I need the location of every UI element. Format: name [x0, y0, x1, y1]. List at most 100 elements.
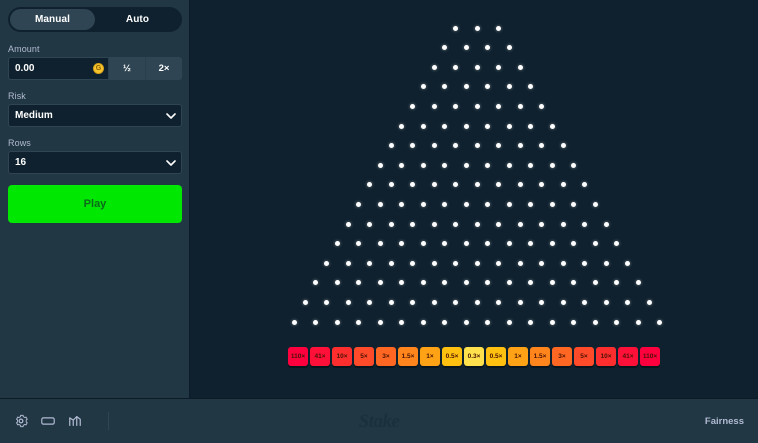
multiplier-bucket[interactable]: 1.5×: [398, 347, 418, 366]
peg: [539, 143, 544, 149]
peg: [410, 143, 415, 149]
peg: [592, 319, 598, 325]
multiplier-bucket[interactable]: 5×: [354, 347, 374, 366]
peg: [603, 299, 609, 305]
multiplier-bucket[interactable]: 110×: [288, 347, 308, 366]
multiplier-bucket[interactable]: 110×: [640, 347, 660, 366]
peg: [506, 201, 512, 207]
peg: [539, 221, 544, 227]
peg: [377, 280, 383, 286]
peg: [571, 319, 577, 325]
peg: [539, 299, 544, 305]
peg: [367, 260, 372, 266]
chevron-down-icon: [166, 159, 176, 166]
main-body: Manual Auto Amount 0.00 G ½ 2× Risk Medi…: [0, 0, 663, 398]
multiplier-bucket[interactable]: 0.5×: [486, 347, 506, 366]
peg: [485, 123, 491, 129]
peg: [442, 241, 448, 247]
amount-input[interactable]: 0.00: [15, 63, 35, 74]
peg: [496, 221, 501, 227]
peg: [517, 260, 523, 266]
display-icon[interactable]: [41, 414, 55, 428]
rows-label: Rows: [8, 138, 31, 148]
gear-icon[interactable]: [14, 414, 28, 428]
peg: [420, 162, 426, 168]
peg: [571, 162, 577, 168]
stats-icon[interactable]: [68, 414, 82, 428]
multiplier-bucket[interactable]: 41×: [310, 347, 330, 366]
multiplier-bucket[interactable]: 1×: [508, 347, 528, 366]
peg: [356, 201, 362, 207]
multiplier-bucket[interactable]: 3×: [552, 347, 572, 366]
brand-logo: Stake: [358, 411, 400, 432]
peg: [560, 182, 566, 188]
peg: [517, 143, 523, 149]
peg: [453, 64, 458, 70]
multiplier-bucket[interactable]: 10×: [596, 347, 616, 366]
multiplier-bucket[interactable]: 0.5×: [442, 347, 462, 366]
risk-select[interactable]: Medium: [8, 104, 182, 127]
peg: [431, 260, 437, 266]
peg: [377, 162, 383, 168]
peg: [614, 319, 620, 325]
peg: [485, 241, 491, 247]
peg: [453, 182, 458, 188]
peg: [560, 143, 566, 149]
peg: [399, 162, 405, 168]
rows-select[interactable]: 16: [8, 151, 182, 174]
peg: [485, 201, 491, 207]
peg: [334, 319, 340, 325]
peg: [582, 260, 587, 266]
peg: [291, 319, 297, 325]
peg: [625, 299, 630, 305]
peg: [528, 280, 534, 286]
peg: [431, 64, 437, 70]
peg: [367, 299, 372, 305]
peg: [410, 221, 415, 227]
peg: [356, 241, 362, 247]
multiplier-bucket[interactable]: 41×: [618, 347, 638, 366]
peg: [614, 280, 620, 286]
peg: [474, 221, 480, 227]
amount-double-button[interactable]: 2×: [145, 57, 182, 80]
amount-half-button[interactable]: ½: [108, 57, 145, 80]
multiplier-bucket[interactable]: 0.3×: [464, 347, 484, 366]
peg: [603, 221, 609, 227]
multiplier-bucket[interactable]: 1.5×: [530, 347, 550, 366]
peg: [528, 319, 534, 325]
peg: [463, 162, 469, 168]
peg: [442, 84, 448, 90]
peg: [345, 221, 351, 227]
peg: [474, 299, 480, 305]
peg: [474, 260, 480, 266]
peg: [377, 201, 383, 207]
peg: [367, 221, 372, 227]
peg: [549, 241, 555, 247]
tab-auto[interactable]: Auto: [125, 14, 150, 25]
peg: [539, 182, 544, 188]
peg: [377, 319, 383, 325]
fairness-link[interactable]: Fairness: [704, 415, 744, 427]
peg: [463, 123, 469, 129]
peg: [657, 319, 663, 325]
peg: [388, 221, 394, 227]
peg: [453, 103, 458, 109]
peg: [539, 103, 544, 109]
peg: [334, 280, 340, 286]
peg: [603, 260, 609, 266]
peg: [463, 45, 469, 51]
peg: [453, 260, 458, 266]
chevron-down-icon: [166, 112, 176, 119]
multiplier-bucket[interactable]: 3×: [376, 347, 396, 366]
play-button[interactable]: Play: [8, 185, 182, 223]
multiplier-bucket[interactable]: 5×: [574, 347, 594, 366]
peg: [582, 221, 587, 227]
peg: [442, 319, 448, 325]
peg: [517, 182, 523, 188]
tab-manual[interactable]: Manual: [10, 9, 95, 30]
multiplier-bucket[interactable]: 1×: [420, 347, 440, 366]
multiplier-bucket[interactable]: 10×: [332, 347, 352, 366]
amount-input-wrap[interactable]: 0.00 G: [8, 57, 108, 80]
peg: [517, 299, 523, 305]
peg: [496, 260, 501, 266]
